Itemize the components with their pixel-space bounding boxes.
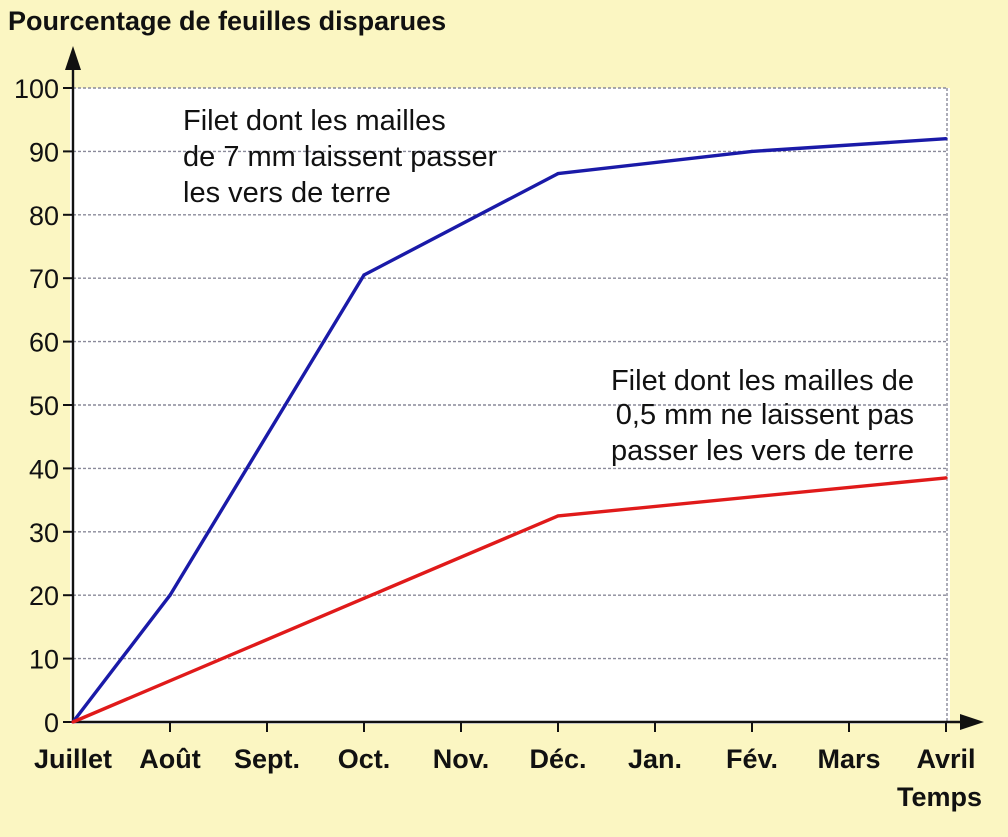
series-label-line: Filet dont les mailles de <box>611 365 914 397</box>
y-tick-label: 70 <box>29 264 59 294</box>
y-tick-label: 10 <box>29 645 59 675</box>
data-point <box>168 593 172 597</box>
x-tick-label: Sept. <box>234 744 300 774</box>
y-tick-label: 20 <box>29 581 59 611</box>
data-point <box>362 596 366 600</box>
data-point <box>71 720 75 724</box>
y-tick-label: 0 <box>44 708 59 738</box>
x-tick-label: Fév. <box>726 744 778 774</box>
y-tick-label: 100 <box>14 74 59 104</box>
y-tick-label: 30 <box>29 518 59 548</box>
x-tick-label: Nov. <box>433 744 490 774</box>
series-label-line: Filet dont les mailles <box>183 105 446 137</box>
y-tick-label: 40 <box>29 454 59 484</box>
y-tick-label: 90 <box>29 137 59 167</box>
series-label-line: 0,5 mm ne laissent pas <box>616 399 914 431</box>
y-axis-arrow <box>65 46 81 70</box>
x-axis-arrow <box>960 714 984 730</box>
series-line-0 <box>71 137 947 724</box>
x-tick-label: Août <box>139 744 200 774</box>
x-tick-label: Mars <box>817 744 880 774</box>
series-label-line: de 7 mm laissent passer <box>183 141 498 173</box>
chart-title: Pourcentage de feuilles disparues <box>8 6 446 36</box>
data-point <box>556 171 560 176</box>
data-point <box>750 149 754 153</box>
data-point <box>362 273 366 277</box>
x-tick-label: Déc. <box>529 744 586 774</box>
series-label-line: passer les vers de terre <box>611 435 914 467</box>
y-tick-label: 80 <box>29 201 59 231</box>
plot-area <box>70 88 950 724</box>
data-point <box>556 514 560 518</box>
x-tick-label: Oct. <box>338 744 391 774</box>
x-tick-label: Juillet <box>34 744 112 774</box>
data-point <box>944 476 948 480</box>
series-line-1 <box>72 476 947 724</box>
x-axis-title: Temps <box>897 782 982 812</box>
y-tick-label: 50 <box>29 391 59 421</box>
data-point <box>944 137 948 141</box>
x-tick-label: Avril <box>916 744 975 774</box>
y-tick-label: 60 <box>29 328 59 358</box>
x-tick-label: Jan. <box>628 744 682 774</box>
series-label-line: les vers de terre <box>183 177 391 209</box>
